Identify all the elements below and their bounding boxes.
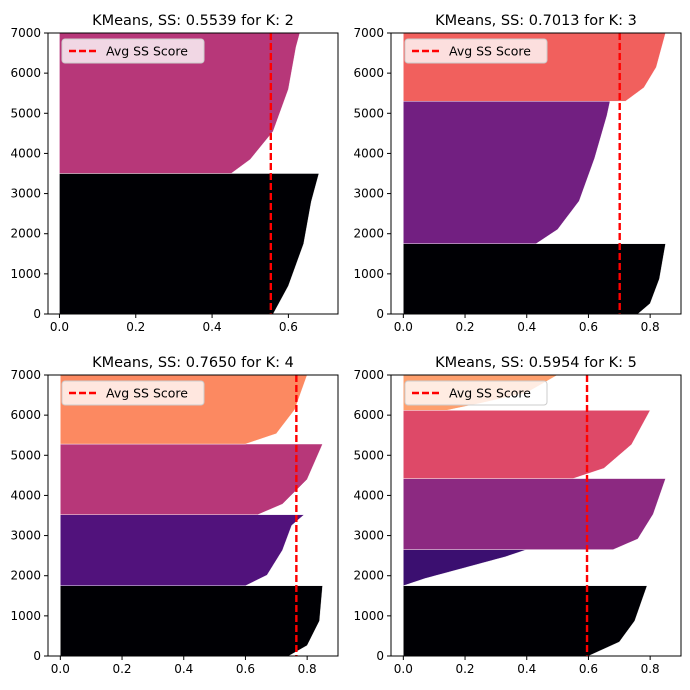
legend-box [404, 38, 548, 64]
legend-label: Avg SS Score [449, 44, 531, 59]
plot-frame [390, 32, 682, 315]
cluster-2-silhouette [403, 101, 611, 244]
y-tick-label: 4000 [10, 146, 41, 160]
y-tick-label: 2000 [353, 227, 384, 241]
x-tick-label: 0.4 [174, 662, 193, 676]
y-tick-label: 2000 [353, 569, 384, 583]
y-tick-label: 1000 [353, 609, 384, 623]
y-tick-label: 0 [33, 649, 41, 663]
x-tick-label: 0.0 [50, 320, 69, 334]
x-tick-label: 0.6 [579, 662, 598, 676]
y-tick-label: 7000 [10, 368, 41, 382]
y-tick-label: 0 [376, 307, 384, 321]
x-tick-label: 0.6 [579, 320, 598, 334]
x-tick-label: 0.2 [126, 320, 145, 334]
legend-box [404, 380, 548, 406]
y-tick-label: 4000 [353, 146, 384, 160]
chart-title: KMeans, SS: 0.5539 for K: 2 [92, 13, 294, 29]
y-tick-label: 6000 [10, 66, 41, 80]
x-tick-label: 0.2 [112, 662, 131, 676]
legend-box [61, 380, 205, 406]
silhouette-panel-2: 0.0 0.2 0.4 0.6 0.8 0 1000 2000 3000 4000 5000 6000… [353, 13, 682, 334]
cluster-2-silhouette [403, 549, 527, 587]
x-tick-label: 0.0 [394, 662, 413, 676]
legend: Avg SS Score [61, 380, 205, 406]
silhouette-areas [403, 375, 666, 656]
x-tick-label: 0.4 [203, 320, 222, 334]
y-tick-label: 0 [33, 307, 41, 321]
y-tick-label: 3000 [353, 187, 384, 201]
silhouette-areas [403, 33, 666, 314]
chart-title: KMeans, SS: 0.5954 for K: 5 [435, 355, 637, 371]
x-tick-label: 0.8 [641, 320, 660, 334]
x-tick-label: 0.4 [517, 320, 536, 334]
silhouette-areas [60, 375, 323, 656]
y-tick-label: 6000 [353, 408, 384, 422]
plot-frame [47, 32, 339, 315]
y-tick-label: 1000 [353, 267, 384, 281]
legend-label: Avg SS Score [449, 386, 531, 401]
cluster-2-silhouette [59, 33, 301, 174]
cluster-1-silhouette [60, 585, 323, 656]
y-tick-label: 4000 [10, 488, 41, 502]
y-tick-label: 4000 [353, 488, 384, 502]
plot-frame [47, 374, 339, 657]
silhouette-areas [59, 33, 320, 314]
y-tick-label: 2000 [10, 227, 41, 241]
silhouette-panel-4: 0.0 0.2 0.4 0.6 0.8 0 1000 2000 3000 4000 5000 6000… [353, 355, 682, 676]
y-tick-label: 5000 [353, 448, 384, 462]
cluster-1-silhouette [59, 173, 320, 314]
cluster-1-silhouette [403, 243, 666, 314]
x-tick-label: 0.6 [236, 662, 255, 676]
y-tick-label: 2000 [10, 569, 41, 583]
x-tick-label: 0.2 [455, 662, 474, 676]
x-tick-label: 0.8 [298, 662, 317, 676]
y-tick-label: 7000 [353, 368, 384, 382]
x-tick-label: 0.4 [517, 662, 536, 676]
y-tick-label: 7000 [353, 26, 384, 40]
y-tick-label: 6000 [10, 408, 41, 422]
x-tick-label: 0.2 [455, 320, 474, 334]
chart-title: KMeans, SS: 0.7650 for K: 4 [92, 355, 294, 371]
y-tick-label: 5000 [10, 106, 41, 120]
legend: Avg SS Score [404, 380, 548, 406]
cluster-4-silhouette [403, 410, 651, 479]
plot-frame [390, 374, 682, 657]
legend-box [61, 38, 205, 64]
silhouette-panel-3: 0.0 0.2 0.4 0.6 0.8 0 1000 2000 3000 4000 5000 6000… [10, 355, 339, 676]
x-tick-label: 0.6 [279, 320, 298, 334]
legend: Avg SS Score [61, 38, 205, 64]
legend-label: Avg SS Score [106, 44, 188, 59]
y-tick-label: 1000 [10, 609, 41, 623]
legend-label: Avg SS Score [106, 386, 188, 401]
x-tick-label: 0.8 [641, 662, 660, 676]
x-tick-label: 0.0 [51, 662, 70, 676]
cluster-1-silhouette [403, 585, 648, 656]
y-tick-label: 3000 [10, 187, 41, 201]
x-tick-label: 0.0 [394, 320, 413, 334]
y-tick-label: 3000 [353, 529, 384, 543]
y-tick-label: 5000 [10, 448, 41, 462]
y-tick-label: 5000 [353, 106, 384, 120]
y-tick-label: 3000 [10, 529, 41, 543]
chart-title: KMeans, SS: 0.7013 for K: 3 [435, 13, 637, 29]
silhouette-panel-1: 0.0 0.2 0.4 0.6 0 1000 2000 3000 4000 5000 6000 700… [10, 13, 339, 334]
y-tick-label: 1000 [10, 267, 41, 281]
legend: Avg SS Score [404, 38, 548, 64]
cluster-3-silhouette [403, 478, 666, 550]
cluster-2-silhouette [60, 514, 305, 586]
y-tick-label: 7000 [10, 26, 41, 40]
cluster-3-silhouette [60, 443, 323, 515]
y-tick-label: 6000 [353, 66, 384, 80]
y-tick-label: 0 [376, 649, 384, 663]
